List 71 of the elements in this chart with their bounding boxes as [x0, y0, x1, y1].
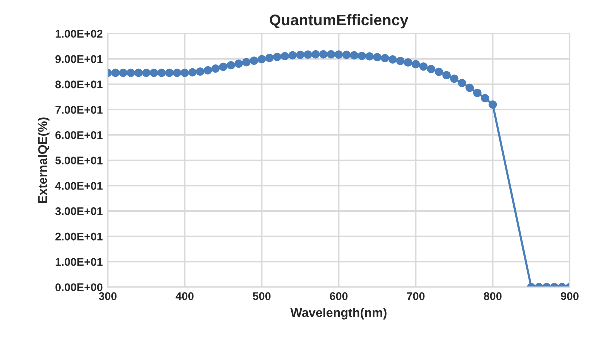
- point: [158, 68, 166, 78]
- point: [319, 50, 328, 59]
- x-tick-label: 600: [330, 292, 348, 300]
- point: [204, 66, 212, 75]
- point: [173, 68, 182, 78]
- point: [442, 71, 451, 80]
- point: [126, 68, 136, 78]
- point: [296, 50, 305, 60]
- x-tick-label: 400: [176, 292, 194, 300]
- y-tick-label: 5.00E+01: [56, 156, 103, 165]
- point: [280, 52, 290, 61]
- x-tick-label: 900: [561, 292, 579, 300]
- y-tick-label: 1.00E+01: [56, 258, 103, 266]
- point: [458, 79, 466, 88]
- point: [342, 50, 351, 60]
- y-tick-label: 4.00E+01: [55, 182, 103, 190]
- point: [404, 58, 412, 67]
- point: [450, 74, 459, 84]
- point: [234, 60, 244, 68]
- point: [219, 62, 228, 72]
- point: [304, 50, 312, 60]
- point: [420, 62, 428, 71]
- y-tick-label: 9.00E+01: [56, 55, 103, 64]
- point: [188, 68, 197, 77]
- x-tick-label: 500: [253, 292, 271, 300]
- point: [366, 52, 374, 61]
- point: [473, 88, 482, 98]
- point: [358, 52, 366, 60]
- y-tick-label: 2.00E+01: [56, 232, 103, 241]
- point: [112, 68, 120, 78]
- x-axis-title: Wavelength(nm): [290, 308, 387, 320]
- x-tick-label: 700: [407, 292, 425, 300]
- y-tick-label: 6.00E+01: [56, 131, 103, 140]
- y-tick-label: 7.00E+01: [56, 106, 103, 114]
- point: [142, 68, 151, 78]
- point: [227, 61, 236, 70]
- point: [258, 55, 266, 64]
- chart-title: QuantumEfficiency: [270, 14, 409, 29]
- x-tick-label: 300: [98, 292, 117, 300]
- point: [288, 51, 297, 60]
- y-axis-title: ExternalQE(%): [38, 118, 50, 204]
- point: [266, 54, 274, 62]
- point: [165, 68, 174, 78]
- point: [327, 50, 336, 59]
- point: [273, 52, 282, 62]
- y-tick-label: 3.00E+01: [56, 208, 103, 216]
- point: [196, 68, 205, 76]
- point: [242, 58, 251, 67]
- point: [381, 54, 390, 63]
- point: [212, 64, 220, 73]
- y-tick-label: 8.00E+01: [56, 80, 103, 89]
- point: [150, 68, 158, 78]
- point: [481, 94, 490, 103]
- point: [396, 57, 405, 66]
- point: [488, 100, 498, 109]
- y-tick-label: 0.00E+00: [56, 284, 103, 292]
- point: [250, 56, 258, 66]
- point: [373, 53, 382, 62]
- point: [388, 55, 398, 64]
- point: [350, 51, 359, 60]
- point: [312, 50, 320, 59]
- y-tick-label: 1.00E+02: [56, 30, 103, 38]
- point: [334, 50, 344, 60]
- point: [412, 60, 420, 69]
- point: [434, 68, 444, 76]
- point: [134, 68, 143, 78]
- point: [119, 68, 128, 78]
- point: [466, 84, 474, 92]
- point: [180, 68, 190, 78]
- x-tick-label: 800: [484, 292, 502, 300]
- point: [427, 65, 436, 74]
